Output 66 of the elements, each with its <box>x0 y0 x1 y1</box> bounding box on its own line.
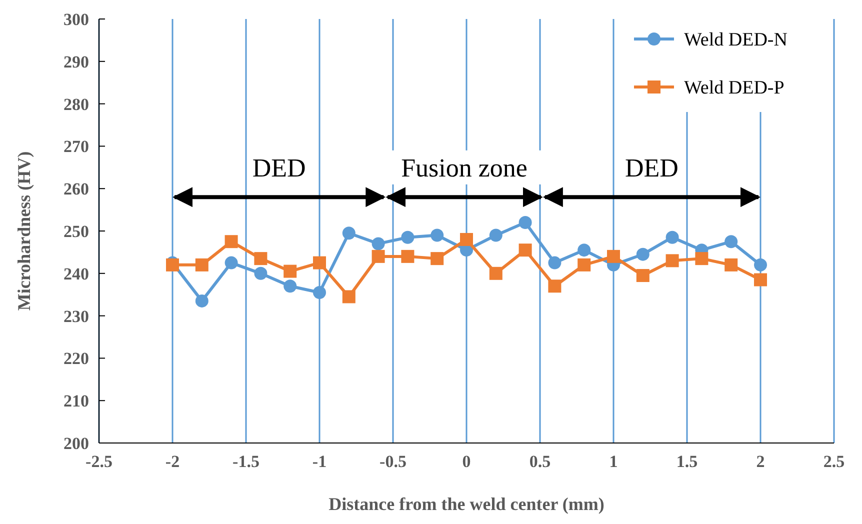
point <box>195 258 208 272</box>
x-axis-title: Distance from the weld center (mm) <box>328 494 604 514</box>
x-tick-label: -0.5 <box>380 452 406 471</box>
point <box>313 256 326 270</box>
point <box>489 228 502 242</box>
point <box>342 290 356 304</box>
point <box>195 294 208 308</box>
point <box>430 252 444 266</box>
point <box>489 266 502 280</box>
point <box>224 235 238 248</box>
x-tick-label: -2 <box>165 452 180 471</box>
y-tick-label: 290 <box>64 52 89 72</box>
x-tick-label: -1 <box>312 452 327 471</box>
point <box>342 226 356 240</box>
y-tick-label: 280 <box>64 94 89 114</box>
annotation: DED <box>252 153 306 182</box>
y-tick-label: 230 <box>64 306 89 326</box>
point <box>401 230 414 244</box>
point <box>578 258 591 272</box>
point <box>284 264 297 278</box>
point <box>430 228 444 242</box>
y-tick-label: 210 <box>64 392 89 411</box>
point <box>666 230 679 244</box>
point <box>518 244 532 257</box>
point <box>460 232 473 246</box>
point <box>224 256 238 270</box>
x-tick-label: 0.5 <box>529 452 551 471</box>
point <box>695 252 708 266</box>
point <box>724 258 738 272</box>
point <box>372 250 385 263</box>
point <box>254 266 268 280</box>
point <box>754 273 767 286</box>
point <box>636 269 650 282</box>
point <box>754 258 767 272</box>
point <box>284 280 297 293</box>
legend-label: Weld DED-N <box>684 30 788 51</box>
point <box>666 254 679 268</box>
x-tick-label: 2.5 <box>823 452 845 471</box>
y-tick-label: 220 <box>64 349 89 368</box>
point <box>372 237 385 250</box>
x-tick-label: 1.5 <box>676 452 698 471</box>
point <box>548 280 562 293</box>
annotation: Fusion zone <box>401 153 528 182</box>
y-tick-label: 270 <box>64 137 89 156</box>
x-tick-label: -1.5 <box>232 452 260 471</box>
point <box>254 252 268 266</box>
y-tick-label: 250 <box>64 222 89 241</box>
y-tick-label: 260 <box>64 180 89 199</box>
point <box>636 248 650 261</box>
x-tick-label: 0 <box>462 452 471 471</box>
point <box>518 216 532 230</box>
y-tick-label: 300 <box>64 10 89 29</box>
point <box>724 235 738 248</box>
x-tick-label: 1 <box>609 452 618 471</box>
point <box>401 250 414 263</box>
x-tick-label: -2.5 <box>86 452 112 471</box>
y-axis-title: Microhardness (HV) <box>14 151 34 311</box>
y-tick-label: 200 <box>64 434 89 453</box>
legend-label: Weld DED-P <box>684 78 784 99</box>
point <box>548 256 562 270</box>
annotation: DED <box>625 153 678 182</box>
point <box>578 244 591 257</box>
point <box>313 286 326 299</box>
y-tick-label: 240 <box>64 264 89 284</box>
x-tick-label: 2 <box>756 452 765 471</box>
point <box>607 250 620 263</box>
